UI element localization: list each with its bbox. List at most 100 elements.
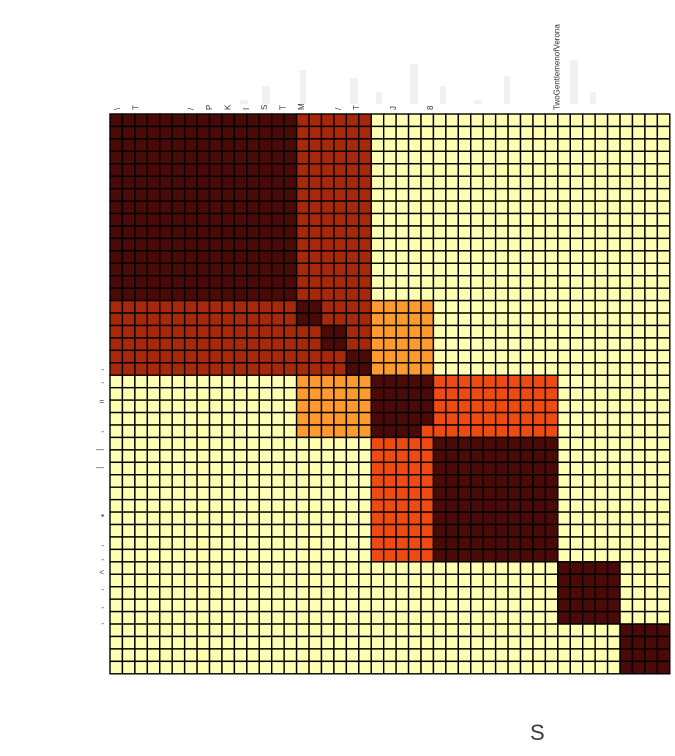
heatmap-cell xyxy=(159,386,173,401)
heatmap-cell xyxy=(395,424,410,439)
heatmap-cell xyxy=(631,548,646,563)
heatmap-cell xyxy=(470,511,484,526)
heatmap-cell xyxy=(420,498,435,513)
heatmap-cell xyxy=(494,523,509,538)
heatmap-cell xyxy=(582,424,596,439)
heatmap-cell xyxy=(395,337,410,352)
heatmap-cell xyxy=(420,362,435,376)
heatmap-cell xyxy=(333,163,348,177)
heatmap-cell xyxy=(333,250,348,264)
heatmap-cell xyxy=(271,200,285,215)
heatmap-cell xyxy=(656,212,671,227)
heatmap-cell xyxy=(146,561,161,575)
heatmap-cell xyxy=(569,648,584,663)
bottom-label: S xyxy=(530,720,545,745)
heatmap-cell xyxy=(183,299,198,314)
heatmap-cell xyxy=(569,635,584,650)
heatmap-cell xyxy=(619,399,634,414)
heatmap-cell xyxy=(370,523,385,538)
heatmap-cell xyxy=(333,474,348,488)
heatmap-cell xyxy=(395,287,410,302)
heatmap-cell xyxy=(134,399,149,414)
heatmap-cell xyxy=(295,548,310,563)
heatmap-cell xyxy=(208,660,223,675)
heatmap-cell xyxy=(208,312,223,327)
heatmap-cell xyxy=(644,324,659,339)
heatmap-cell xyxy=(370,163,385,177)
heatmap-cell xyxy=(345,212,360,227)
heatmap-cell xyxy=(594,474,609,488)
heatmap-cell xyxy=(283,486,298,501)
heatmap-cell xyxy=(432,424,447,439)
heatmap-cell xyxy=(333,523,348,538)
heatmap-cell xyxy=(619,660,634,675)
heatmap-cell xyxy=(258,125,273,140)
heatmap-cell xyxy=(183,212,198,227)
heatmap-cell xyxy=(109,648,124,663)
heatmap-cell xyxy=(544,399,559,414)
heatmap-cell xyxy=(196,275,211,289)
heatmap-cell xyxy=(594,635,609,650)
heatmap-cell xyxy=(420,175,435,190)
heatmap-cell xyxy=(457,635,472,650)
heatmap-cell xyxy=(407,411,422,426)
heatmap-cell xyxy=(246,237,260,252)
heatmap-cell xyxy=(557,461,571,476)
heatmap-cell xyxy=(557,386,571,401)
heatmap-cell xyxy=(308,449,323,464)
heatmap-cell xyxy=(370,262,385,277)
heatmap-cell xyxy=(606,138,621,153)
heatmap-cell xyxy=(457,262,472,277)
heatmap-cell xyxy=(196,237,211,252)
heatmap-cell xyxy=(445,573,460,588)
heatmap-cell xyxy=(482,163,497,177)
heatmap-cell xyxy=(221,586,236,600)
heatmap-cell xyxy=(183,150,198,165)
heatmap-cell xyxy=(407,635,422,650)
heatmap-cell xyxy=(308,225,323,240)
heatmap-cell xyxy=(196,150,211,165)
heatmap-cell xyxy=(271,586,285,600)
heatmap-cell xyxy=(507,461,522,476)
heatmap-cell xyxy=(631,461,646,476)
heatmap-cell xyxy=(569,349,584,364)
heatmap-cell xyxy=(656,187,671,202)
heatmap-cell xyxy=(221,498,236,513)
heatmap-cell xyxy=(432,635,447,650)
heatmap-cell xyxy=(320,399,335,414)
heatmap-cell xyxy=(146,362,161,376)
heatmap-cell xyxy=(320,523,335,538)
heatmap-cell xyxy=(171,498,186,513)
heatmap-cell xyxy=(271,324,285,339)
heatmap-cell xyxy=(295,125,310,140)
faint-mark xyxy=(350,78,358,104)
heatmap-cell xyxy=(619,523,634,538)
heatmap-cell xyxy=(432,573,447,588)
heatmap-cell xyxy=(370,586,385,600)
heatmap-cell xyxy=(196,299,211,314)
heatmap-cell xyxy=(109,138,124,153)
heatmap-cell xyxy=(258,474,273,488)
heatmap-cell xyxy=(159,237,173,252)
heatmap-cell xyxy=(295,312,310,327)
heatmap-cell xyxy=(246,523,260,538)
heatmap-cell xyxy=(569,250,584,264)
heatmap-cell xyxy=(594,623,609,638)
heatmap-cell xyxy=(333,125,348,140)
heatmap-cell xyxy=(395,648,410,663)
heatmap-cell xyxy=(656,337,671,352)
heatmap-cell xyxy=(494,362,509,376)
heatmap-cell xyxy=(358,374,372,389)
heatmap-cell xyxy=(569,187,584,202)
heatmap-cell xyxy=(333,187,348,202)
heatmap-cell xyxy=(308,486,323,501)
heatmap-cell xyxy=(146,498,161,513)
heatmap-cell xyxy=(382,635,397,650)
heatmap-cell xyxy=(121,237,136,252)
heatmap-cell xyxy=(557,287,571,302)
heatmap-cell xyxy=(345,250,360,264)
heatmap-cell xyxy=(544,187,559,202)
heatmap-cell xyxy=(569,623,584,638)
heatmap-cell xyxy=(470,436,484,451)
heatmap-cell xyxy=(631,113,646,128)
